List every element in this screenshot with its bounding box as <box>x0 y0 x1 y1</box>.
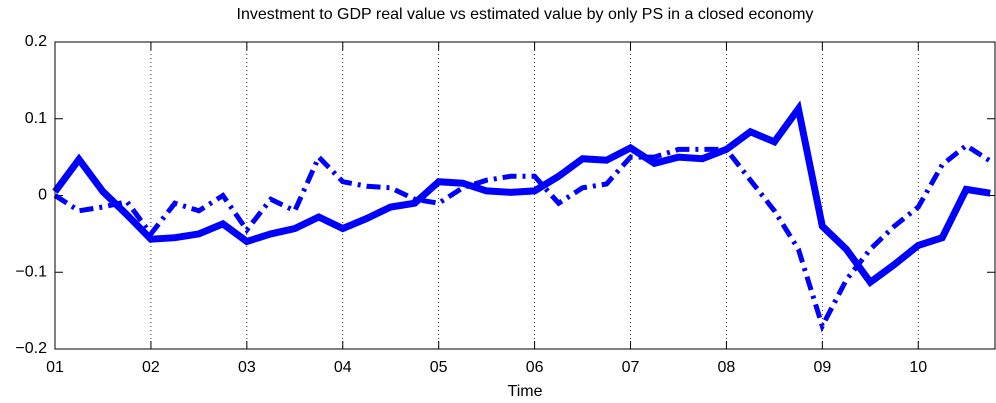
x-tick-label: 03 <box>238 359 256 376</box>
y-tick-label: −0.2 <box>15 340 47 357</box>
x-tick-label: 07 <box>622 359 640 376</box>
chart-title: Investment to GDP real value vs estimate… <box>237 6 814 23</box>
data-line <box>52 100 991 288</box>
x-tick-label: 10 <box>909 359 927 376</box>
x-tick-label: 09 <box>813 359 831 376</box>
x-axis-label: Time <box>508 383 543 400</box>
x-tick-label: 06 <box>526 359 544 376</box>
data-line <box>53 142 992 333</box>
y-tick-label: 0 <box>38 187 47 204</box>
y-tick-label: 0.1 <box>25 110 47 127</box>
x-tick-label: 01 <box>46 359 64 376</box>
plot-frame <box>54 41 996 350</box>
y-tick-label: 0.2 <box>25 33 47 50</box>
y-tick-label: −0.1 <box>15 263 47 280</box>
x-tick-label: 04 <box>334 359 352 376</box>
x-tick-label: 05 <box>430 359 448 376</box>
x-tick-label: 08 <box>718 359 736 376</box>
x-tick-label: 02 <box>142 359 160 376</box>
